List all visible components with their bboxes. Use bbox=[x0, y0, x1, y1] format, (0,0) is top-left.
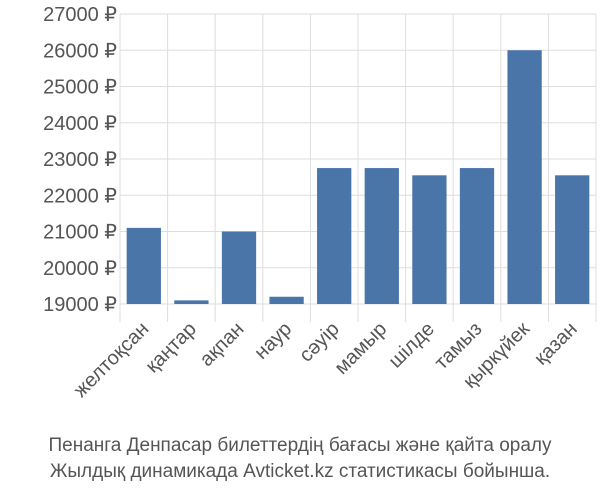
bar bbox=[507, 50, 542, 304]
grid-lines bbox=[119, 13, 597, 322]
x-tick-label: мамыр bbox=[330, 318, 391, 379]
x-tick-label: шілде bbox=[385, 318, 439, 372]
bar bbox=[126, 227, 161, 304]
y-tick-label: 23000 ₽ bbox=[43, 149, 117, 171]
bar bbox=[174, 300, 209, 304]
x-tick-label: қазан bbox=[530, 318, 582, 370]
bar bbox=[555, 175, 590, 304]
x-tick-label: наур bbox=[250, 318, 296, 364]
y-tick-label: 24000 ₽ bbox=[43, 113, 117, 135]
y-axis-ticks: 19000 ₽ 20000 ₽ 21000 ₽ 22000 ₽ 23000 ₽ 24000… bbox=[43, 4, 117, 316]
bar bbox=[221, 231, 257, 304]
y-tick-label: 22000 ₽ bbox=[43, 185, 117, 207]
y-tick-label: 27000 ₽ bbox=[43, 4, 117, 26]
x-tick-label: қаңтар bbox=[141, 318, 200, 377]
bar bbox=[364, 168, 399, 304]
bar bbox=[269, 296, 304, 304]
y-tick-label: 19000 ₽ bbox=[43, 294, 117, 316]
x-tick-label: ақпан bbox=[196, 318, 249, 371]
caption-line-2: Жылдық динамикада Avticket.kz статистика… bbox=[49, 461, 551, 482]
y-tick-label: 26000 ₽ bbox=[43, 40, 117, 62]
bar bbox=[317, 168, 352, 304]
y-tick-label: 25000 ₽ bbox=[43, 77, 117, 99]
bar bbox=[459, 168, 495, 304]
bars bbox=[126, 50, 590, 304]
x-tick-label: желтоқсан bbox=[70, 318, 154, 402]
bar-chart: 19000 ₽ 20000 ₽ 21000 ₽ 22000 ₽ 23000 ₽ 24000… bbox=[43, 4, 597, 402]
bar bbox=[412, 175, 447, 304]
y-tick-label: 20000 ₽ bbox=[43, 258, 117, 280]
caption-line-1: Пенанга Денпасар билеттердің бағасы және… bbox=[48, 435, 552, 456]
y-tick-label: 21000 ₽ bbox=[43, 222, 117, 244]
